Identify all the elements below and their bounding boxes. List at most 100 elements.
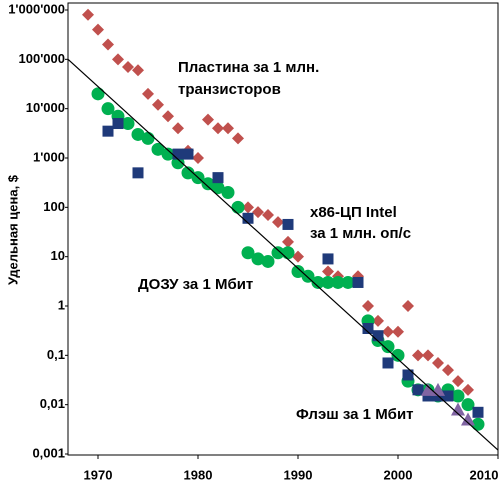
diamond-point <box>462 383 474 396</box>
square-point <box>352 276 364 288</box>
diamond-point <box>432 356 444 369</box>
x-tick-label: 1980 <box>184 467 213 482</box>
diamond-point <box>262 208 274 221</box>
x-tick-label: 1970 <box>84 467 113 482</box>
circle-point <box>271 246 285 260</box>
circle-point <box>241 246 255 260</box>
square-point <box>402 369 414 381</box>
diamond-point <box>402 300 414 312</box>
diamond-point <box>222 122 234 135</box>
diamond-point <box>242 201 254 214</box>
diamond-point <box>112 53 124 66</box>
y-tick-label: 1'000'000 <box>8 1 65 16</box>
square-point <box>282 218 294 230</box>
square-point <box>422 390 434 402</box>
annotation: транзисторов <box>178 81 281 98</box>
annotation: Пластина за 1 млн. <box>178 59 319 76</box>
diamond-point <box>412 349 424 362</box>
square-point <box>362 322 374 334</box>
diamond-point <box>252 206 264 219</box>
y-tick-label: 0,01 <box>40 396 65 411</box>
circle-point <box>121 117 135 131</box>
diamond-point <box>82 8 94 21</box>
diamond-point <box>122 60 134 73</box>
square-point <box>372 330 384 342</box>
square-point <box>442 390 454 402</box>
diamond-point <box>152 98 164 111</box>
y-tick-label: 1 <box>58 297 65 312</box>
square-point <box>242 212 254 224</box>
circle-point <box>141 131 155 145</box>
y-tick-label: 1'000 <box>33 149 65 164</box>
diamond-point <box>372 314 384 327</box>
circle-point <box>331 275 345 289</box>
diamond-point <box>422 349 434 362</box>
y-tick-label: 0,1 <box>47 347 65 362</box>
diamond-point <box>362 300 374 312</box>
circle-point <box>461 398 475 412</box>
circle-point <box>151 142 165 156</box>
diamond-point <box>162 110 174 123</box>
square-point <box>112 118 124 130</box>
circle-point <box>221 185 235 199</box>
square-point <box>172 148 184 160</box>
circle-point <box>251 252 265 266</box>
circle-point <box>231 200 245 214</box>
annotation: x86-ЦП Intel <box>310 204 397 221</box>
diamond-point <box>142 87 154 100</box>
trend-line <box>67 58 499 451</box>
diamond-point <box>322 265 334 278</box>
y-axis-label: Удельная цена, $ <box>5 174 20 285</box>
circle-point <box>451 389 465 403</box>
x-tick-label: 2010 <box>470 467 499 482</box>
circle-point <box>201 177 215 191</box>
circle-point <box>91 87 105 101</box>
circle-point <box>281 246 295 260</box>
annotation: ДОЗУ за 1 Мбит <box>138 276 253 293</box>
circle-point <box>311 275 325 289</box>
diamond-point <box>102 38 114 51</box>
diamond-point <box>192 152 204 164</box>
y-tick-label: 10'000 <box>26 100 65 115</box>
square-point <box>102 125 114 137</box>
x-tick-label: 1990 <box>284 467 313 482</box>
diamond-point <box>392 325 404 338</box>
triangle-point <box>451 402 465 416</box>
diamond-point <box>292 250 304 263</box>
circle-point <box>391 348 405 362</box>
diamond-point <box>132 64 144 77</box>
circle-point <box>471 417 485 431</box>
y-tick-label: 0,001 <box>32 445 65 460</box>
square-point <box>412 384 424 396</box>
y-tick-label: 100 <box>43 199 65 214</box>
diamond-point <box>442 364 454 377</box>
y-tick-label: 100'000 <box>19 51 65 66</box>
square-point <box>182 148 194 160</box>
square-point <box>382 357 394 369</box>
diamond-point <box>382 325 394 338</box>
diamond-point <box>282 235 294 248</box>
annotation: за 1 млн. оп/с <box>310 225 411 242</box>
diamond-point <box>202 113 214 126</box>
circle-point <box>261 254 275 268</box>
square-point <box>472 406 484 418</box>
circle-point <box>341 275 355 289</box>
plot-frame <box>67 2 499 456</box>
circle-point <box>321 275 335 289</box>
diamond-point <box>452 375 464 388</box>
diamond-point <box>232 132 244 145</box>
circle-point <box>301 269 315 283</box>
diamond-point <box>272 216 284 229</box>
square-point <box>212 172 224 184</box>
diamond-point <box>212 122 224 135</box>
circle-point <box>291 265 305 279</box>
diamond-point <box>92 23 104 36</box>
diamond-point <box>172 122 184 135</box>
y-tick-label: 10 <box>51 248 65 263</box>
circle-point <box>131 127 145 141</box>
x-tick-label: 2000 <box>384 467 413 482</box>
circle-point <box>161 147 175 161</box>
triangle-point <box>421 382 435 396</box>
square-point <box>322 253 334 265</box>
